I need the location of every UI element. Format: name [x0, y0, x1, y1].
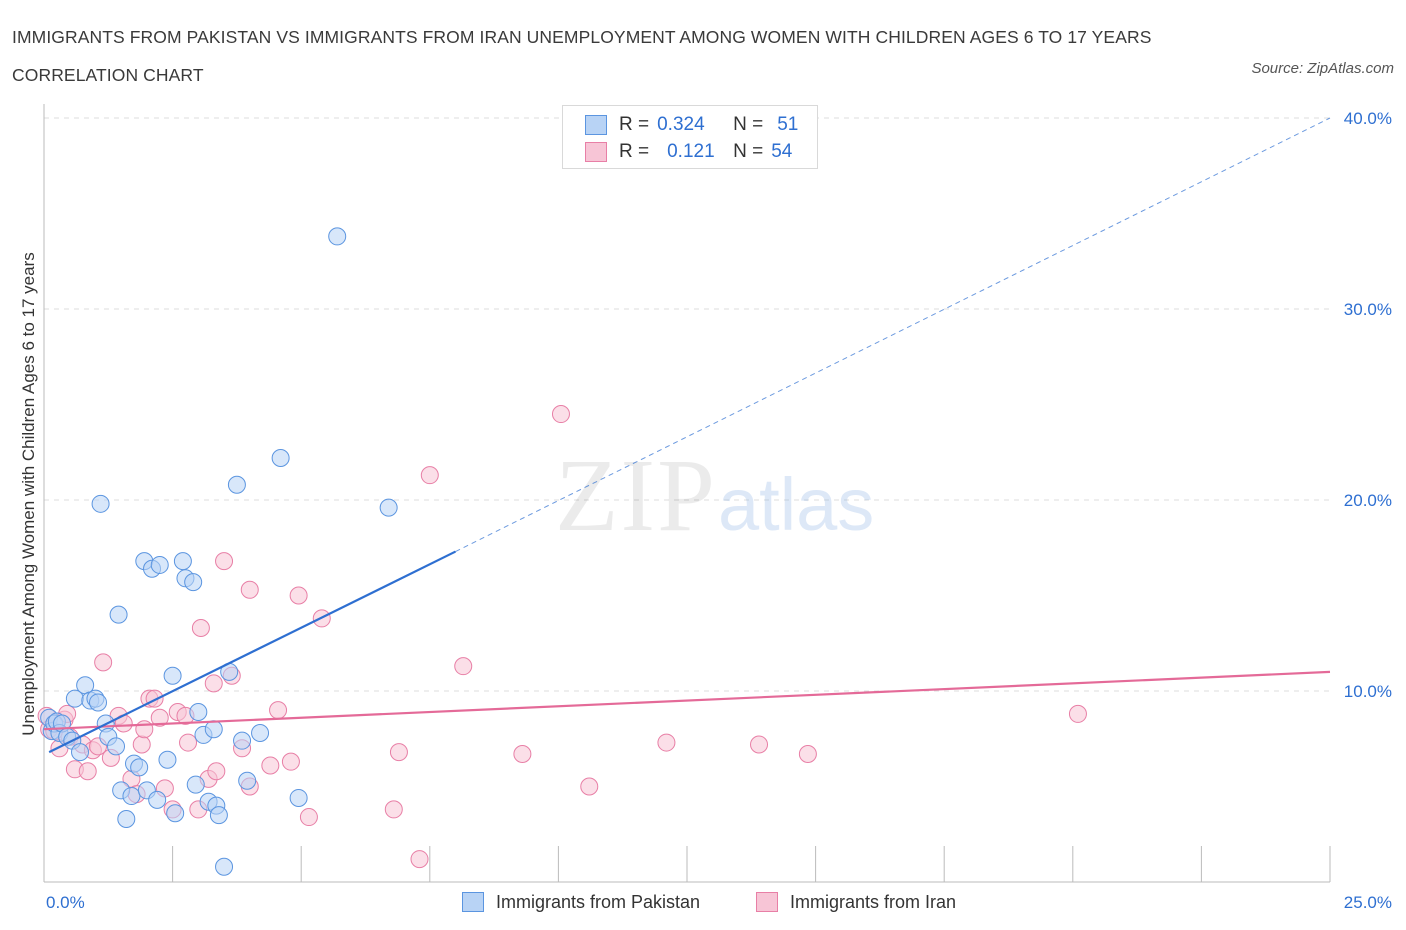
iran-point: [1068, 704, 1087, 723]
iran-point: [289, 586, 308, 605]
pakistan-point: [89, 693, 108, 712]
iran-trend-line: [43, 670, 1331, 731]
iran-point: [132, 735, 151, 754]
y-tick-label: 40.0%: [1344, 109, 1392, 128]
iran-point: [513, 745, 532, 764]
pakistan-point: [227, 475, 246, 494]
pakistan-legend-label: Immigrants from Pakistan: [496, 891, 701, 912]
stats-row-pakistan: R = 0.324 N = 51: [585, 113, 798, 137]
pakistan-point: [251, 724, 270, 743]
r-label: R =: [619, 141, 650, 162]
pakistan-point: [148, 790, 167, 809]
pakistan-point: [289, 788, 308, 807]
source-label: Source: ZipAtlas.com: [1251, 60, 1394, 77]
iran-point: [657, 733, 676, 752]
pakistan-point: [186, 775, 205, 794]
legend-item-iran[interactable]: Immigrants from Iran: [756, 889, 956, 915]
pakistan-point: [130, 758, 149, 777]
legend-item-pakistan[interactable]: Immigrants from Pakistan: [462, 889, 700, 915]
iran-point: [580, 777, 599, 796]
iran-point: [240, 580, 259, 599]
iran-point: [150, 708, 169, 727]
iran-point: [384, 800, 403, 819]
y-tick-label: 10.0%: [1344, 682, 1392, 701]
pakistan-point: [122, 787, 141, 806]
n-label: N =: [733, 141, 764, 162]
pakistan-point: [150, 555, 169, 574]
iran-point: [420, 466, 439, 485]
watermark-zip: ZIP: [555, 438, 717, 553]
pakistan-point: [233, 731, 252, 750]
trend-layer: [43, 117, 1331, 754]
iran-point: [410, 850, 429, 869]
iran-legend-label: Immigrants from Iran: [790, 891, 957, 912]
pakistan-trend-line: [48, 550, 457, 754]
stats-legend: R = 0.324 N = 51 R = 0.121 N = 54: [562, 105, 818, 169]
iran-point: [191, 618, 210, 637]
pakistan-point: [328, 227, 347, 246]
iran-point: [204, 674, 223, 693]
iran-point: [207, 762, 226, 781]
iran-swatch: [585, 142, 607, 162]
pakistan-point: [107, 737, 126, 756]
pakistan-swatch: [585, 115, 607, 135]
x-tick-label-min: 0.0%: [46, 893, 85, 912]
axis-layer: [43, 104, 1331, 883]
pakistan-point: [204, 720, 223, 739]
iran-point: [750, 735, 769, 754]
iran-point: [261, 756, 280, 775]
watermark: ZIP atlas: [555, 438, 874, 553]
y-tick-label: 20.0%: [1344, 491, 1392, 510]
pakistan-point: [166, 804, 185, 823]
iran-point: [551, 405, 570, 424]
pakistan-point: [158, 750, 177, 769]
iran-point: [798, 745, 817, 764]
pakistan-legend-swatch: [462, 892, 484, 912]
pakistan-point: [163, 666, 182, 685]
y-tick-label: 30.0%: [1344, 300, 1392, 319]
r-value: 0.324: [657, 114, 705, 135]
r-value: 0.121: [667, 141, 715, 162]
pakistan-point: [379, 498, 398, 517]
pakistan-point: [209, 806, 228, 825]
pakistan-point: [117, 809, 136, 828]
iran-point: [215, 552, 234, 571]
pakistan-point: [271, 448, 290, 467]
pakistan-point: [184, 573, 203, 592]
pakistan-point: [238, 771, 257, 790]
pakistan-point: [109, 605, 128, 624]
iran-legend-swatch: [756, 892, 778, 912]
iran-point: [145, 689, 164, 708]
n-value: 51: [777, 114, 799, 135]
iran-point: [299, 808, 318, 827]
iran-point: [389, 743, 408, 762]
n-label: N =: [733, 114, 764, 135]
iran-point: [269, 701, 288, 720]
chart-title: IMMIGRANTS FROM PAKISTAN VS IMMIGRANTS F…: [12, 27, 1152, 85]
pakistan-point: [173, 552, 192, 571]
iran-point: [454, 657, 473, 676]
pakistan-points: [40, 227, 398, 876]
iran-point: [78, 762, 97, 781]
grid-layer: [44, 117, 1330, 692]
pakistan-point: [189, 703, 208, 722]
pakistan-point: [71, 743, 90, 762]
x-tick-label-max: 25.0%: [1344, 893, 1392, 912]
stats-row-iran: R = 0.121 N = 54: [585, 140, 792, 164]
iran-point: [179, 733, 198, 752]
iran-point: [94, 653, 113, 672]
tick-label-layer: 10.0% 20.0% 30.0% 40.0% 0.0% 25.0%: [46, 109, 1392, 912]
y-axis-label: Unemployment Among Women with Children A…: [19, 252, 38, 736]
iran-point: [281, 752, 300, 771]
iran-point: [135, 720, 154, 739]
pakistan-point: [215, 857, 234, 876]
pakistan-trend-extension: [455, 117, 1331, 553]
watermark-atlas: atlas: [718, 463, 874, 546]
n-value: 54: [771, 141, 793, 162]
pakistan-point: [91, 494, 110, 513]
r-label: R =: [619, 114, 650, 135]
